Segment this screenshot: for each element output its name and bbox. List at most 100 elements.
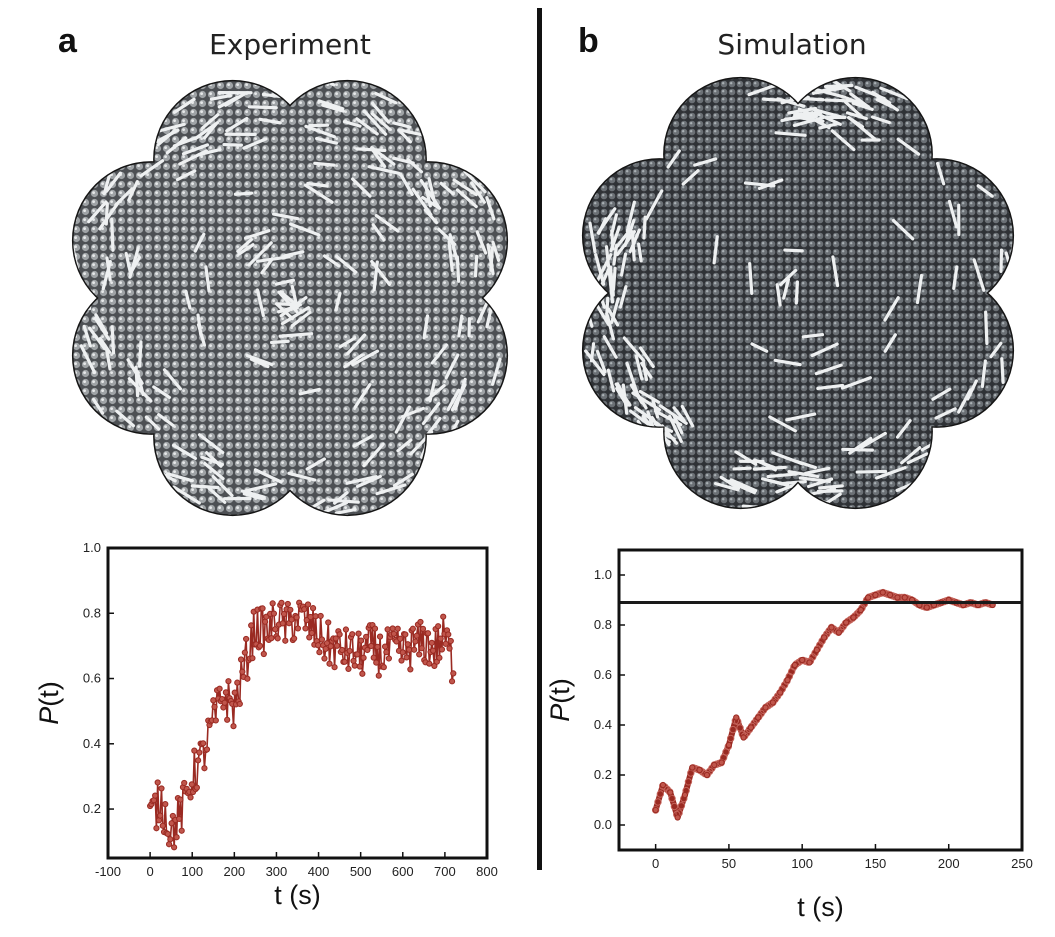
experiment-point <box>376 633 384 640</box>
experiment-rod <box>236 237 254 253</box>
simulation-rod <box>584 349 606 377</box>
simulation-point <box>668 794 676 803</box>
simulation-rod <box>747 83 777 97</box>
experiment-rod <box>211 474 234 498</box>
simulation-rod <box>883 296 900 322</box>
experiment-rod <box>181 143 210 156</box>
experiment-container <box>71 79 509 517</box>
experiment-rod <box>473 254 479 278</box>
experiment-point <box>446 645 453 652</box>
experiment-point <box>234 679 241 686</box>
simulation-anchor-point <box>777 689 784 696</box>
simulation-rod <box>952 265 959 290</box>
simulation-rod <box>760 477 784 486</box>
experiment-point <box>230 723 237 730</box>
x-tick-label: 0 <box>652 856 659 871</box>
experiment-point <box>375 672 382 679</box>
simulation-rod <box>768 415 797 433</box>
experiment-point <box>383 649 390 656</box>
experiment-rod <box>278 332 314 338</box>
experiment-rod <box>425 416 442 438</box>
experiment-point <box>384 626 391 633</box>
simulation-rod <box>680 404 695 428</box>
simulation-point <box>670 802 679 811</box>
experiment-point <box>371 625 379 632</box>
experiment-point <box>315 642 322 649</box>
simulation-anchor-point <box>843 619 850 626</box>
simulation-anchor-point <box>703 771 711 779</box>
experiment-rod <box>425 384 446 402</box>
experiment-point <box>411 646 418 653</box>
simulation-rod <box>879 86 909 101</box>
simulation-rod <box>794 280 799 305</box>
simulation-rod <box>583 276 595 307</box>
experiment-rod <box>166 472 194 483</box>
experiment-point <box>201 765 208 772</box>
simulation-rod <box>976 184 994 198</box>
simulation-rod <box>773 358 802 367</box>
experiment-point <box>239 668 246 675</box>
simulation-rod <box>785 412 817 422</box>
simulation-rod <box>606 368 616 393</box>
simulation-rod <box>797 107 818 118</box>
experiment-point <box>164 830 171 838</box>
simulation-rod <box>801 333 825 339</box>
simulation-rod <box>989 341 1003 359</box>
simulation-anchor-point <box>667 789 674 796</box>
simulation-y-axis-label-symbol: P <box>545 704 575 722</box>
simulation-anchor-point <box>769 699 776 706</box>
simulation-y-axis-label: P(t) <box>545 678 575 722</box>
experiment-rod <box>127 180 139 202</box>
experiment-point <box>332 635 339 642</box>
simulation-rod <box>666 149 681 169</box>
experiment-point <box>357 637 365 644</box>
simulation-rod <box>900 446 922 465</box>
simulation-rod <box>980 359 987 389</box>
simulation-anchor-point <box>894 594 901 601</box>
simulation-rod <box>732 466 752 471</box>
simulation-anchor-point <box>674 814 681 821</box>
simulation-rod <box>840 376 872 390</box>
simulation-rod <box>851 101 874 111</box>
experiment-point <box>154 779 161 786</box>
experiment-rod <box>137 446 154 461</box>
experiment-rod <box>485 196 496 221</box>
simulation-rod <box>891 218 915 241</box>
experiment-rod <box>444 353 460 380</box>
simulation-anchor-point <box>784 676 791 684</box>
experiment-point <box>153 825 160 832</box>
experiment-rod <box>288 222 321 237</box>
experiment-rod <box>255 288 265 318</box>
simulation-rod <box>854 85 886 101</box>
experiment-point <box>272 626 279 633</box>
y-tick-label: 0.6 <box>83 671 101 686</box>
simulation-anchor-point <box>835 629 842 636</box>
simulation-anchor-point <box>850 614 857 621</box>
experiment-rod <box>370 101 391 124</box>
simulation-rod <box>818 484 844 490</box>
simulation-point <box>677 802 686 810</box>
experiment-rod <box>322 254 341 268</box>
simulation-rod <box>931 387 952 401</box>
simulation-rod <box>855 469 888 474</box>
simulation-rod <box>629 409 656 431</box>
experiment-point <box>241 649 248 656</box>
simulation-rod <box>638 389 661 404</box>
simulation-rod <box>596 207 617 235</box>
simulation-rod <box>628 228 641 254</box>
experiment-rod <box>283 250 305 258</box>
experiment-rod <box>353 383 372 409</box>
simulation-rod <box>618 285 628 309</box>
experiment-rod <box>375 483 407 496</box>
experiment-rod <box>237 243 255 256</box>
simulation-rod <box>984 310 989 345</box>
experiment-point <box>442 640 449 647</box>
experiment-point <box>294 625 302 632</box>
experiment-rod <box>491 240 501 262</box>
experiment-point <box>176 815 183 823</box>
simulation-rod <box>972 258 986 292</box>
simulation-rod <box>638 346 655 369</box>
experiment-rod <box>104 171 122 193</box>
simulation-anchor-point <box>879 589 886 596</box>
experiment-point <box>167 836 174 843</box>
